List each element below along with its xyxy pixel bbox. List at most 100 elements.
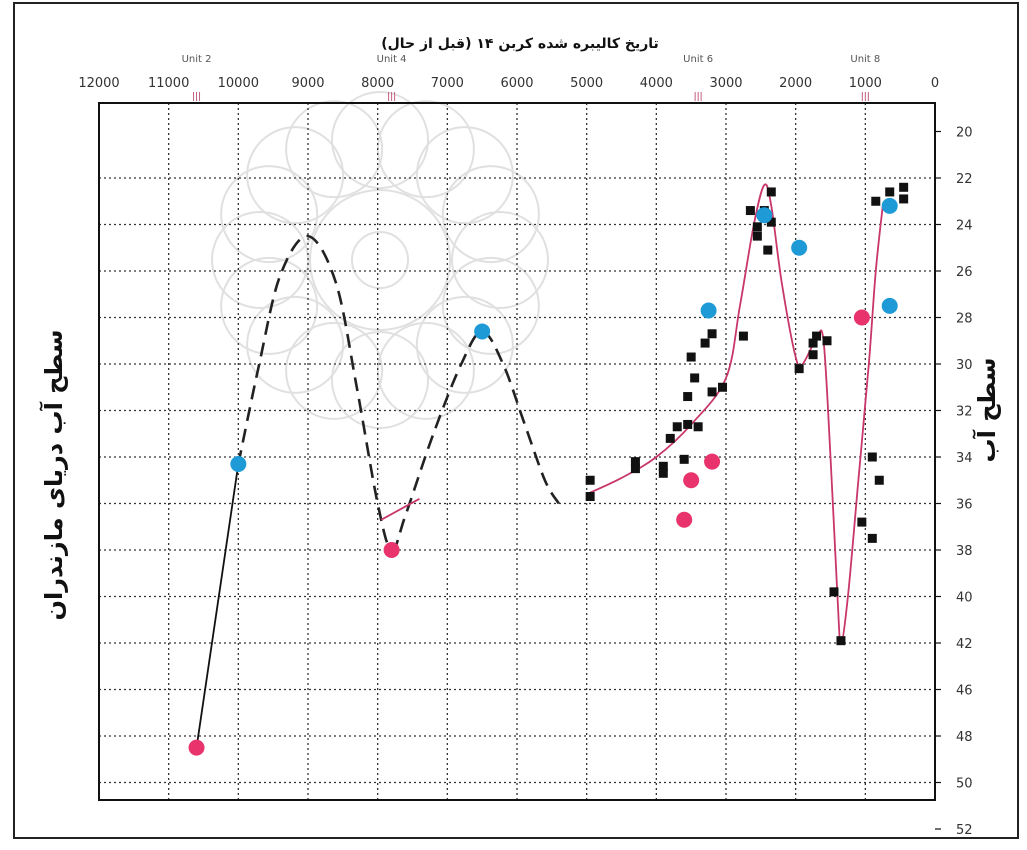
y-tick-label: 52 [956,823,973,838]
data-point-blue [756,207,773,224]
data-point-square [752,231,762,241]
data-point-square [630,464,640,474]
watermark-petal [376,321,475,420]
x-tick-label: 12000 [78,76,119,91]
data-point-blue [791,239,808,256]
outer-border [13,2,1019,839]
data-point-square [871,196,881,206]
data-point-square [766,187,776,197]
data-point-square [585,492,595,502]
data-point-square [874,475,884,485]
unit-label: Unit 8 [850,54,880,65]
data-point-square [857,517,867,527]
x-tick-label: 2000 [779,76,812,91]
y-tick-label: 26 [956,265,973,280]
data-point-square [707,387,717,397]
x-tick-label: 10000 [218,76,259,91]
data-point-pink [383,542,400,558]
y-tick-label: 48 [956,730,973,745]
data-point-square [808,350,818,360]
data-point-square [763,245,773,255]
data-point-square [585,475,595,485]
y-tick-label: 50 [956,777,973,792]
watermark-petal [415,295,514,394]
watermark-petal [451,211,549,309]
y-tick-label: 46 [956,684,973,699]
y-tick-label: 38 [956,544,973,559]
data-point-square [899,182,909,192]
data-point-square [672,422,682,432]
data-point-square [867,452,877,462]
x-tick-label: 4000 [640,76,673,91]
data-point-pink [683,472,700,489]
watermark-petal [220,165,319,264]
data-point-square [683,419,693,429]
x-tick-label: 11000 [148,76,189,91]
data-point-square [658,461,668,471]
watermark-petal [415,126,514,225]
y-tick-label: 36 [956,498,973,513]
unit-label: Unit 6 [683,54,713,65]
y-tick-label: 28 [956,312,973,327]
y-tick-label: 20 [956,126,973,141]
plot-area-border [98,102,936,801]
y-tick-label: 40 [956,591,973,606]
x-tick-label: 3000 [709,76,742,91]
unit-labels: Unit 2 Unit 4 Unit 6 Unit 8 [182,54,880,101]
y-tick-label: 30 [956,358,973,373]
watermark-petal [285,100,384,199]
data-points [188,182,909,756]
curve-fitted [586,183,884,644]
data-point-square [738,331,748,341]
watermark-petal [246,295,345,394]
unit-label: Unit 2 [182,54,212,65]
x-tick-label: 1000 [849,76,882,91]
y-tick-label: 24 [956,219,973,234]
data-point-square [658,468,668,478]
curve-fitted [195,463,240,748]
data-point-square [885,187,895,197]
data-point-square [630,457,640,467]
data-point-square [829,587,839,597]
data-point-pink [704,453,721,470]
watermark-petal [285,321,384,420]
y-tick-label: 34 [956,451,973,466]
data-point-square [690,373,700,383]
data-point-blue [230,455,247,472]
data-point-square [766,217,776,227]
data-point-square [665,433,675,443]
data-point-square [836,636,846,646]
data-point-square [707,329,717,339]
y-tick-label: 22 [956,172,973,187]
right-axis-label: سطح آب [972,358,1001,463]
data-point-square [679,454,689,464]
watermark-petal [246,126,345,225]
data-point-square [718,382,728,392]
data-point-square [812,331,822,341]
watermark-core [309,189,451,331]
x-tick-label: 8000 [361,76,394,91]
data-point-square [693,422,703,432]
data-point-square [745,206,755,216]
data-point-blue [881,297,898,314]
watermark-petal [220,256,319,355]
data-point-square [867,533,877,543]
data-point-square [899,194,909,204]
gridlines [99,103,935,800]
x-tick-label: 7000 [431,76,464,91]
data-point-square [700,338,710,348]
data-point-pink [188,739,205,756]
unit-label: Unit 4 [377,54,407,65]
watermark-petal [331,331,429,429]
watermark-petal [331,91,429,189]
data-point-square [752,222,762,232]
data-point-square [822,336,832,346]
data-point-square [808,338,818,348]
chart-title: تاریخ کالیبره شده کربن ۱۴ (قبل از حال) [381,36,659,52]
watermark-petal [441,165,540,264]
data-point-pink [676,511,693,528]
y-tick-label: 32 [956,405,973,420]
x-tick-label: 6000 [500,76,533,91]
